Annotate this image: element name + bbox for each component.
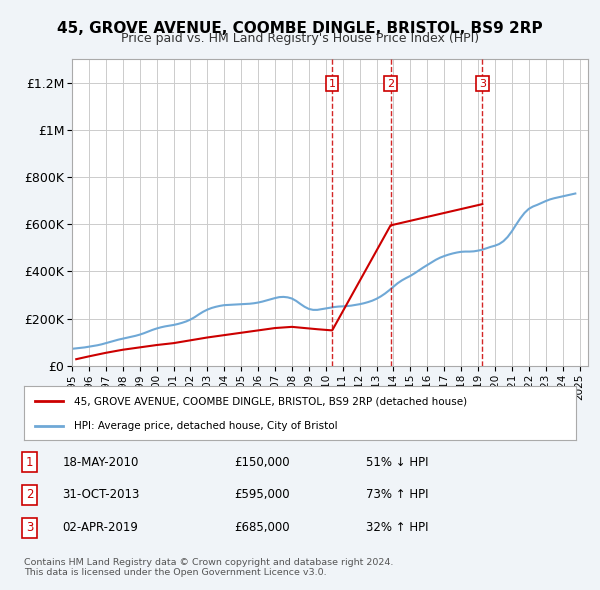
Text: 1: 1 — [329, 78, 335, 88]
Text: 1: 1 — [26, 455, 33, 468]
Text: 18-MAY-2010: 18-MAY-2010 — [62, 455, 139, 468]
Text: 32% ↑ HPI: 32% ↑ HPI — [366, 521, 429, 534]
Text: 2: 2 — [26, 489, 33, 502]
Text: 45, GROVE AVENUE, COOMBE DINGLE, BRISTOL, BS9 2RP: 45, GROVE AVENUE, COOMBE DINGLE, BRISTOL… — [57, 21, 543, 35]
Text: 51% ↓ HPI: 51% ↓ HPI — [366, 455, 429, 468]
Text: 02-APR-2019: 02-APR-2019 — [62, 521, 139, 534]
Text: £595,000: £595,000 — [234, 489, 289, 502]
Text: 31-OCT-2013: 31-OCT-2013 — [62, 489, 140, 502]
Text: 45, GROVE AVENUE, COOMBE DINGLE, BRISTOL, BS9 2RP (detached house): 45, GROVE AVENUE, COOMBE DINGLE, BRISTOL… — [74, 396, 467, 407]
Text: Contains HM Land Registry data © Crown copyright and database right 2024.
This d: Contains HM Land Registry data © Crown c… — [24, 558, 394, 577]
Text: £150,000: £150,000 — [234, 455, 289, 468]
Text: £685,000: £685,000 — [234, 521, 289, 534]
Text: 3: 3 — [479, 78, 486, 88]
Text: Price paid vs. HM Land Registry's House Price Index (HPI): Price paid vs. HM Land Registry's House … — [121, 32, 479, 45]
Text: HPI: Average price, detached house, City of Bristol: HPI: Average price, detached house, City… — [74, 421, 337, 431]
Text: 73% ↑ HPI: 73% ↑ HPI — [366, 489, 429, 502]
Text: 2: 2 — [387, 78, 394, 88]
Text: 3: 3 — [26, 521, 33, 534]
